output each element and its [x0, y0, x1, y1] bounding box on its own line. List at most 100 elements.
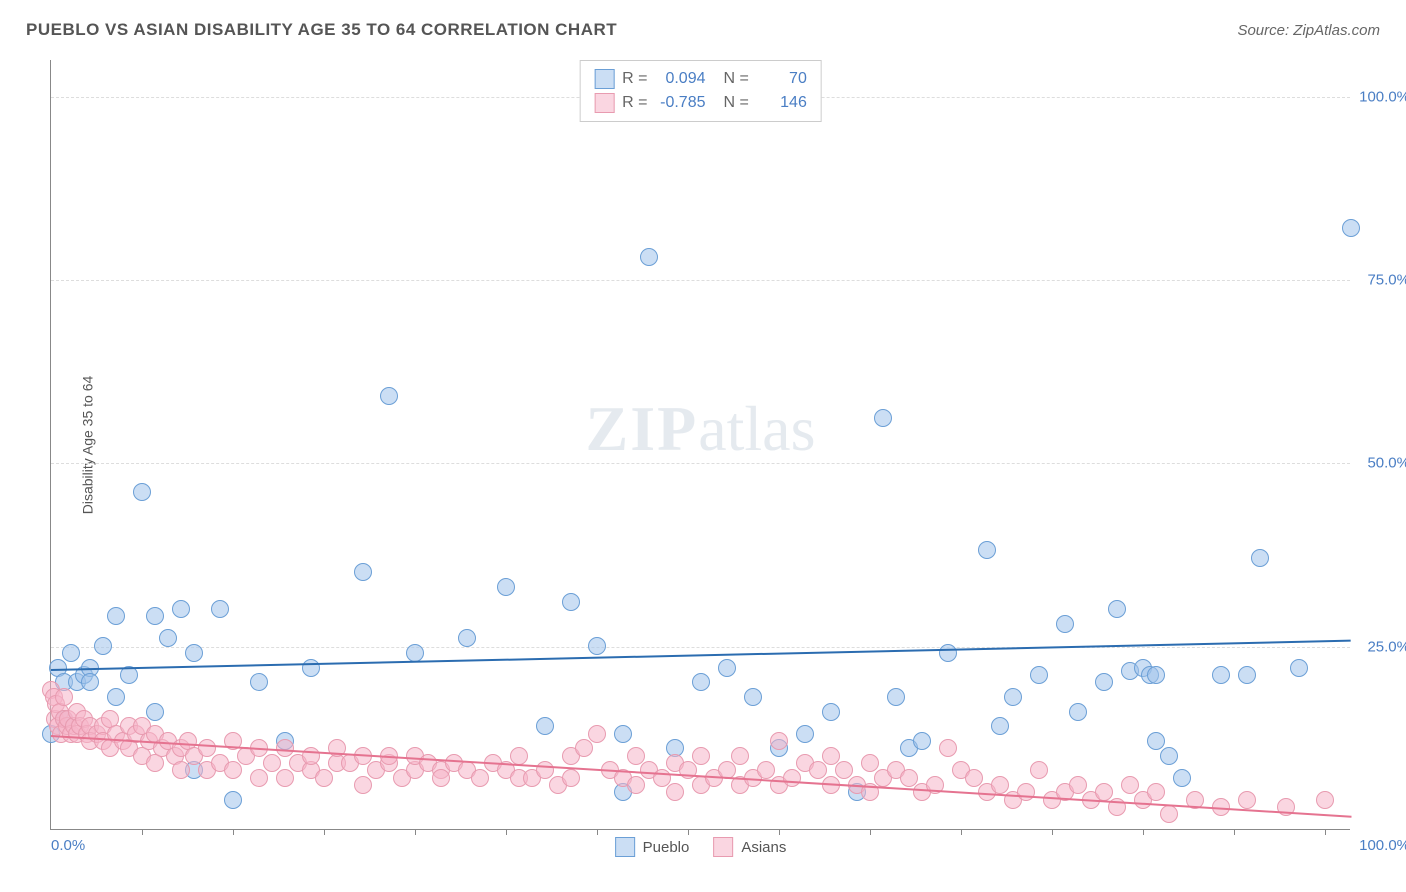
data-point — [757, 761, 775, 779]
data-point — [692, 747, 710, 765]
data-point — [1238, 791, 1256, 809]
data-point — [822, 747, 840, 765]
data-point — [666, 783, 684, 801]
legend-series-label: Asians — [741, 839, 786, 856]
data-point — [575, 739, 593, 757]
x-tick-mark — [1325, 829, 1326, 835]
x-tick-mark — [1143, 829, 1144, 835]
data-point — [731, 747, 749, 765]
data-point — [1251, 549, 1269, 567]
data-point — [692, 673, 710, 691]
chart-title: PUEBLO VS ASIAN DISABILITY AGE 35 TO 64 … — [26, 20, 617, 40]
legend-swatch — [615, 837, 635, 857]
legend-row: R =0.094N =70 — [594, 67, 807, 91]
data-point — [354, 776, 372, 794]
data-point — [809, 761, 827, 779]
x-tick-mark — [1234, 829, 1235, 835]
data-point — [978, 541, 996, 559]
x-tick-mark — [506, 829, 507, 835]
y-tick-label: 100.0% — [1359, 88, 1406, 105]
data-point — [302, 659, 320, 677]
data-point — [510, 747, 528, 765]
data-point — [627, 776, 645, 794]
data-point — [588, 637, 606, 655]
data-point — [1069, 776, 1087, 794]
data-point — [250, 673, 268, 691]
data-point — [1095, 783, 1113, 801]
x-tick-mark — [1052, 829, 1053, 835]
x-tick-mark — [324, 829, 325, 835]
legend-swatch — [594, 93, 614, 113]
data-point — [471, 769, 489, 787]
x-tick-mark — [233, 829, 234, 835]
data-point — [1238, 666, 1256, 684]
data-point — [211, 600, 229, 618]
x-tick-min: 0.0% — [51, 837, 85, 854]
legend-r-value: 0.094 — [656, 70, 706, 88]
data-point — [822, 703, 840, 721]
data-point — [1212, 666, 1230, 684]
data-point — [62, 644, 80, 662]
data-point — [1147, 666, 1165, 684]
data-point — [133, 483, 151, 501]
data-point — [315, 769, 333, 787]
data-point — [770, 732, 788, 750]
data-point — [900, 769, 918, 787]
data-point — [1030, 761, 1048, 779]
data-point — [146, 703, 164, 721]
data-point — [796, 725, 814, 743]
watermark: ZIPatlas — [586, 392, 816, 466]
data-point — [913, 732, 931, 750]
data-point — [172, 600, 190, 618]
data-point — [640, 248, 658, 266]
chart-header: PUEBLO VS ASIAN DISABILITY AGE 35 TO 64 … — [26, 20, 1380, 40]
legend-r-label: R = — [622, 70, 647, 88]
data-point — [1147, 732, 1165, 750]
x-tick-mark — [779, 829, 780, 835]
data-point — [432, 769, 450, 787]
data-point — [159, 629, 177, 647]
y-tick-label: 25.0% — [1367, 638, 1406, 655]
legend-n-label: N = — [724, 70, 749, 88]
legend-series: Pueblo Asians — [615, 837, 787, 857]
chart-source: Source: ZipAtlas.com — [1237, 22, 1380, 39]
data-point — [497, 578, 515, 596]
data-point — [783, 769, 801, 787]
x-tick-mark — [961, 829, 962, 835]
data-point — [1030, 666, 1048, 684]
data-point — [224, 791, 242, 809]
data-point — [276, 769, 294, 787]
gridline — [51, 463, 1350, 464]
data-point — [1290, 659, 1308, 677]
data-point — [406, 644, 424, 662]
data-point — [887, 688, 905, 706]
data-point — [562, 769, 580, 787]
data-point — [263, 754, 281, 772]
data-point — [588, 725, 606, 743]
data-point — [614, 725, 632, 743]
data-point — [55, 688, 73, 706]
legend-r-value: -0.785 — [656, 94, 706, 112]
data-point — [939, 739, 957, 757]
x-tick-mark — [597, 829, 598, 835]
data-point — [1316, 791, 1334, 809]
data-point — [718, 659, 736, 677]
data-point — [198, 739, 216, 757]
legend-n-label: N = — [724, 94, 749, 112]
data-point — [536, 717, 554, 735]
data-point — [991, 776, 1009, 794]
x-tick-max: 100.0% — [1359, 837, 1406, 854]
data-point — [939, 644, 957, 662]
data-point — [1173, 769, 1191, 787]
x-tick-mark — [688, 829, 689, 835]
data-point — [1004, 688, 1022, 706]
data-point — [1160, 805, 1178, 823]
data-point — [107, 688, 125, 706]
data-point — [107, 607, 125, 625]
legend-series-label: Pueblo — [643, 839, 690, 856]
y-tick-label: 75.0% — [1367, 272, 1406, 289]
data-point — [1160, 747, 1178, 765]
legend-row: R =-0.785N =146 — [594, 91, 807, 115]
legend-r-label: R = — [622, 94, 647, 112]
x-tick-mark — [415, 829, 416, 835]
